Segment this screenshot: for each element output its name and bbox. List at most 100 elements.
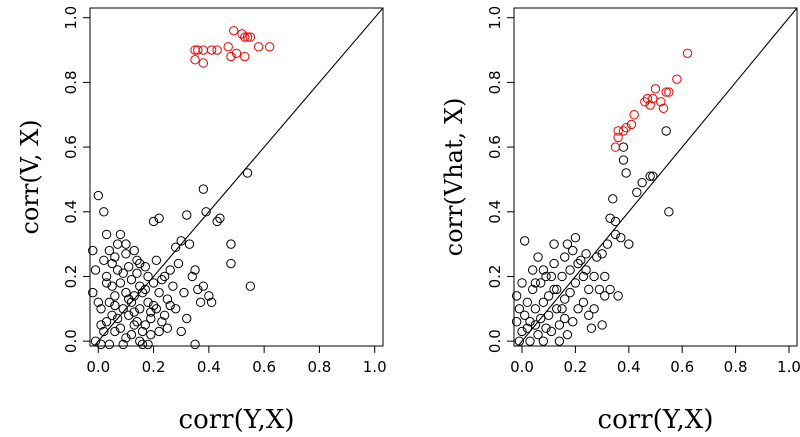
x-tick-label: 0.0 <box>510 358 534 376</box>
highlight-point <box>618 126 629 136</box>
data-point <box>584 284 594 295</box>
data-point <box>610 216 621 227</box>
y-tick-label: 1.0 <box>62 6 80 30</box>
data-point <box>187 271 197 282</box>
data-point <box>148 278 159 288</box>
data-point <box>107 258 117 269</box>
highlight-point <box>658 103 669 113</box>
data-point <box>151 304 162 314</box>
highlight-point <box>672 74 682 84</box>
data-point <box>110 291 120 301</box>
data-point <box>93 190 103 201</box>
data-point <box>143 339 153 350</box>
data-point <box>562 239 573 249</box>
data-point <box>600 291 610 301</box>
x-tick-label: 1.0 <box>777 358 800 376</box>
data-point <box>123 310 134 320</box>
data-point <box>584 310 594 320</box>
y-tick-label: 0.2 <box>62 265 80 289</box>
highlight-point <box>206 45 217 55</box>
data-point <box>549 258 559 269</box>
data-point <box>600 271 610 282</box>
data-point <box>112 239 123 249</box>
data-point <box>610 229 621 240</box>
data-point <box>129 307 139 317</box>
highlight-point <box>264 42 275 52</box>
data-point <box>121 239 131 249</box>
data-point <box>517 326 527 337</box>
data-point <box>157 317 167 327</box>
data-point <box>618 155 629 165</box>
data-point <box>146 307 156 317</box>
data-point <box>132 317 142 327</box>
data-point <box>115 229 126 240</box>
data-point <box>118 268 128 278</box>
highlight-point <box>231 48 242 58</box>
highlight-point <box>621 122 631 133</box>
panel-right: 0.0 0.2 0.4 0.6 0.8 1.0 0.0 0.2 0.4 0.6 0.8 1.0 corr… <box>440 6 800 435</box>
data-point <box>88 245 98 256</box>
data-point <box>581 249 591 259</box>
data-point <box>107 281 117 291</box>
panel-left: 0.0 0.2 0.4 0.6 0.8 1.0 0.0 0.2 0.4 0.6 0.8 1.0 corr… <box>16 6 387 435</box>
data-point <box>664 207 674 217</box>
data-point <box>511 317 522 327</box>
data-point <box>578 297 589 308</box>
highlight-point <box>237 29 247 39</box>
data-point <box>182 313 192 324</box>
highlight-point <box>629 110 639 120</box>
data-point <box>135 304 145 314</box>
highlight-point <box>253 42 264 52</box>
data-point <box>570 232 581 243</box>
data-point <box>110 252 120 262</box>
data-point <box>226 258 236 269</box>
highlight-point <box>645 100 655 110</box>
y-tick-label: 0.8 <box>62 70 80 94</box>
highlight-point <box>245 32 256 42</box>
data-point <box>586 323 597 333</box>
y-tick-label: 1.0 <box>486 6 504 30</box>
highlight-point <box>682 48 693 58</box>
data-point <box>552 284 562 295</box>
highlight-point <box>613 132 623 143</box>
data-point <box>533 252 543 262</box>
data-point <box>151 255 162 265</box>
data-point <box>190 265 200 275</box>
data-point <box>530 304 541 314</box>
data-point <box>182 210 192 220</box>
y-tick-label: 0.6 <box>486 135 504 159</box>
data-point <box>99 255 109 265</box>
x-axis-label: corr(Y,X) <box>179 405 295 435</box>
data-point <box>533 329 543 340</box>
data-point <box>212 216 222 227</box>
data-point <box>140 262 150 272</box>
highlight-point <box>223 42 233 52</box>
highlight-point <box>212 45 222 55</box>
data-point <box>525 336 535 346</box>
data-point <box>616 232 626 243</box>
data-point <box>148 300 159 311</box>
data-point <box>129 291 139 301</box>
data-point <box>535 313 546 324</box>
data-point <box>165 265 175 275</box>
data-point <box>544 310 554 320</box>
data-point <box>535 278 546 288</box>
data-point <box>176 236 186 246</box>
data-point <box>162 323 173 333</box>
data-point <box>215 213 225 223</box>
data-point <box>541 323 551 333</box>
data-point <box>107 310 117 320</box>
plot-frame <box>513 7 798 347</box>
data-point <box>538 265 549 275</box>
data-point <box>176 326 186 337</box>
data-point <box>198 184 209 194</box>
data-point <box>104 245 115 256</box>
data-point <box>110 326 120 337</box>
data-point <box>179 287 189 298</box>
data-point <box>570 278 581 288</box>
highlight-point <box>226 51 236 62</box>
data-point <box>514 304 525 314</box>
data-point <box>115 323 126 333</box>
data-point <box>121 333 131 343</box>
